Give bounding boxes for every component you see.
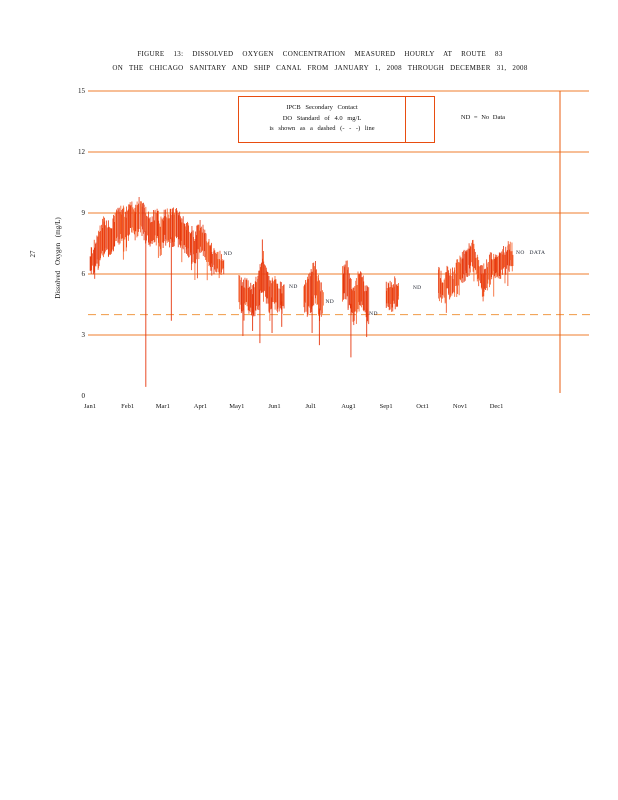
- y-tick-12: 12: [78, 148, 85, 156]
- x-tick-Dec1: Dec1: [489, 403, 504, 410]
- x-tick-May1: May1: [229, 403, 245, 410]
- y-tick-15: 15: [78, 87, 85, 95]
- legend-line-1: IPCB Secondary Contact: [286, 104, 358, 111]
- nd-annotation-4: ND: [412, 285, 422, 292]
- x-tick-Aug1: Aug1: [341, 403, 356, 410]
- x-tick-Mar1: Mar1: [155, 403, 170, 410]
- x-tick-Jul1: Jul1: [305, 403, 317, 410]
- nd-annotation-3: ND: [369, 310, 378, 317]
- nd-annotation-1: ND: [289, 284, 298, 291]
- legend-text: IPCB Secondary Contact DO Standard of 4.…: [239, 103, 405, 135]
- legend-line-3: is shown as a dashed (- - -) line: [269, 125, 375, 132]
- y-tick-3: 3: [81, 331, 86, 339]
- nd-annotation-2: ND: [325, 299, 335, 306]
- x-tick-Feb1: Feb1: [121, 403, 135, 410]
- legend-line-2: DO Standard of 4.0 mg/L: [282, 114, 362, 122]
- figure-title-line2: ON THE CHICAGO SANITARY AND SHIP CANAL F…: [112, 64, 528, 72]
- x-tick-Apr1: Apr1: [193, 403, 208, 410]
- nd-annotation-5: NO DATA: [515, 249, 546, 256]
- x-tick-Oct1: Oct1: [416, 403, 429, 410]
- nd-annotation-0: ND: [223, 250, 233, 257]
- x-tick-Jun1: Jun1: [268, 403, 281, 410]
- nd-definition-note: ND = No Data: [460, 114, 506, 121]
- y-tick-6: 6: [81, 270, 86, 278]
- x-tick-Sep1: Sep1: [379, 403, 393, 410]
- figure-title-line1: FIGURE 13: DISSOLVED OXYGEN CONCENTRATIO…: [137, 50, 503, 58]
- x-tick-Nov1: Nov1: [452, 403, 468, 410]
- legend-box-divider: [405, 97, 406, 142]
- figure-title: FIGURE 13: DISSOLVED OXYGEN CONCENTRATIO…: [30, 50, 610, 72]
- do-hourly-series: [89, 196, 514, 326]
- y-tick-9: 9: [81, 209, 86, 217]
- y-tick-0: 0: [81, 392, 86, 400]
- x-tick-Jan1: Jan1: [84, 403, 96, 410]
- legend-box: IPCB Secondary Contact DO Standard of 4.…: [238, 96, 435, 143]
